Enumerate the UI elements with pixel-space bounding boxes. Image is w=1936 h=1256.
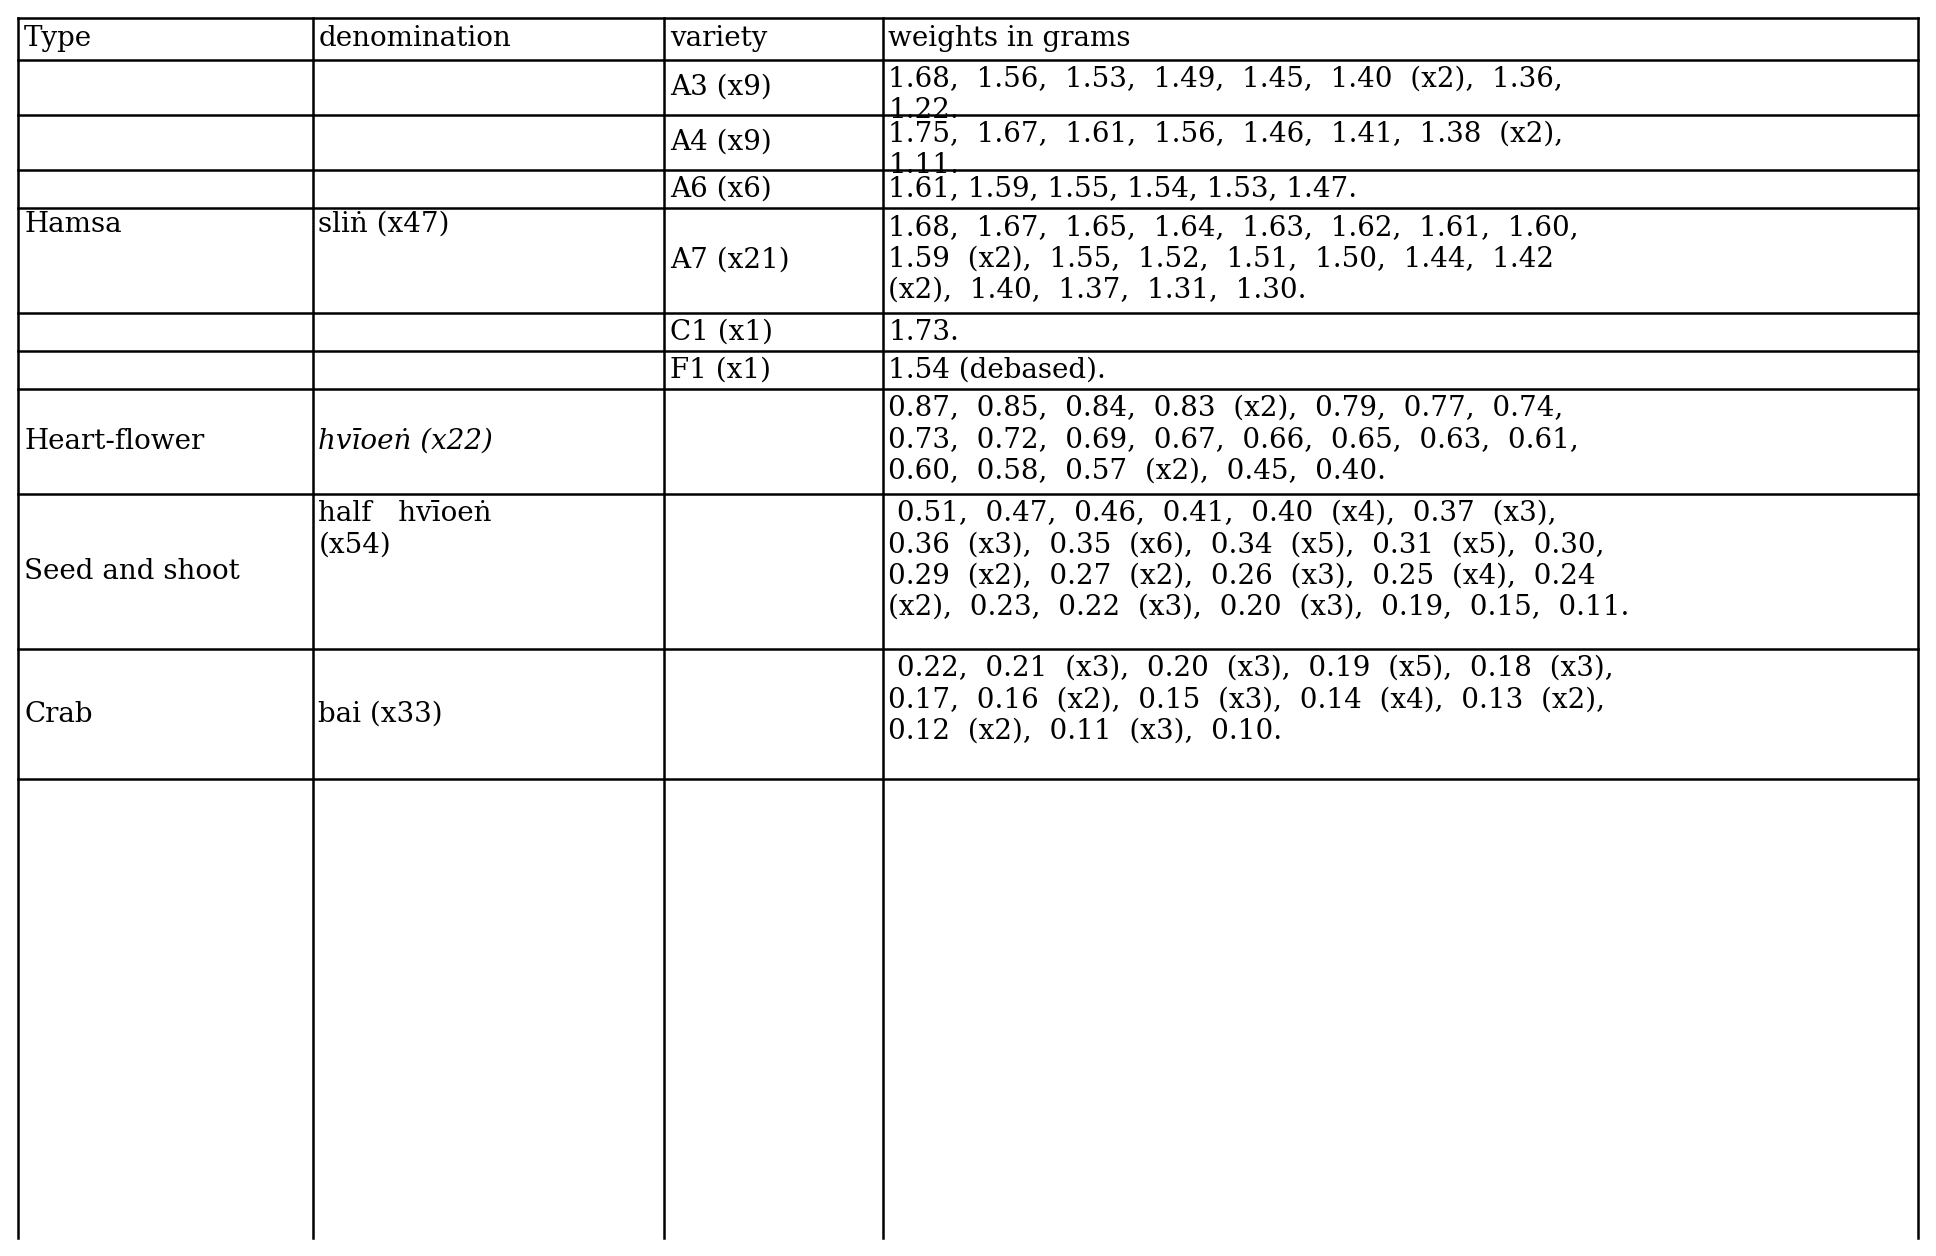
Text: 1.61, 1.59, 1.55, 1.54, 1.53, 1.47.: 1.61, 1.59, 1.55, 1.54, 1.53, 1.47. <box>889 176 1357 202</box>
Text: 0.87,  0.85,  0.84,  0.83  (x2),  0.79,  0.77,  0.74,
0.73,  0.72,  0.69,  0.67,: 0.87, 0.85, 0.84, 0.83 (x2), 0.79, 0.77,… <box>889 394 1580 485</box>
Text: variety: variety <box>670 25 767 53</box>
Text: 0.22,  0.21  (x3),  0.20  (x3),  0.19  (x5),  0.18  (x3),
0.17,  0.16  (x2),  0.: 0.22, 0.21 (x3), 0.20 (x3), 0.19 (x5), 0… <box>889 654 1615 745</box>
Text: half   hvīoeṅ
(x54): half hvīoeṅ (x54) <box>319 500 492 558</box>
Text: C1 (x1): C1 (x1) <box>670 319 772 345</box>
Text: A3 (x9): A3 (x9) <box>670 74 772 100</box>
Text: 1.68,  1.67,  1.65,  1.64,  1.63,  1.62,  1.61,  1.60,
1.59  (x2),  1.55,  1.52,: 1.68, 1.67, 1.65, 1.64, 1.63, 1.62, 1.61… <box>889 214 1580 304</box>
Text: A4 (x9): A4 (x9) <box>670 129 772 156</box>
Text: Type: Type <box>23 25 93 53</box>
Text: 0.51,  0.47,  0.46,  0.41,  0.40  (x4),  0.37  (x3),
0.36  (x3),  0.35  (x6),  0: 0.51, 0.47, 0.46, 0.41, 0.40 (x4), 0.37 … <box>889 500 1630 620</box>
Text: Heart-flower: Heart-flower <box>23 428 205 455</box>
Text: A7 (x21): A7 (x21) <box>670 247 790 274</box>
Text: Seed and shoot: Seed and shoot <box>23 558 240 585</box>
Text: 1.75,  1.67,  1.61,  1.56,  1.46,  1.41,  1.38  (x2),
1.11.: 1.75, 1.67, 1.61, 1.56, 1.46, 1.41, 1.38… <box>889 121 1564 180</box>
Text: 1.54 (debased).: 1.54 (debased). <box>889 357 1105 383</box>
Text: Crab: Crab <box>23 701 93 727</box>
Text: sliṅ (x47): sliṅ (x47) <box>319 211 449 237</box>
Text: 1.68,  1.56,  1.53,  1.49,  1.45,  1.40  (x2),  1.36,
1.22.: 1.68, 1.56, 1.53, 1.49, 1.45, 1.40 (x2),… <box>889 67 1562 124</box>
Text: weights in grams: weights in grams <box>889 25 1131 53</box>
Text: 1.73.: 1.73. <box>889 319 960 345</box>
Text: F1 (x1): F1 (x1) <box>670 357 771 383</box>
Text: denomination: denomination <box>319 25 511 53</box>
Text: A6 (x6): A6 (x6) <box>670 176 772 202</box>
Text: Hamsa: Hamsa <box>23 211 122 237</box>
Text: bai (x33): bai (x33) <box>319 701 443 727</box>
Text: hvīoeṅ (x22): hvīoeṅ (x22) <box>319 428 494 455</box>
